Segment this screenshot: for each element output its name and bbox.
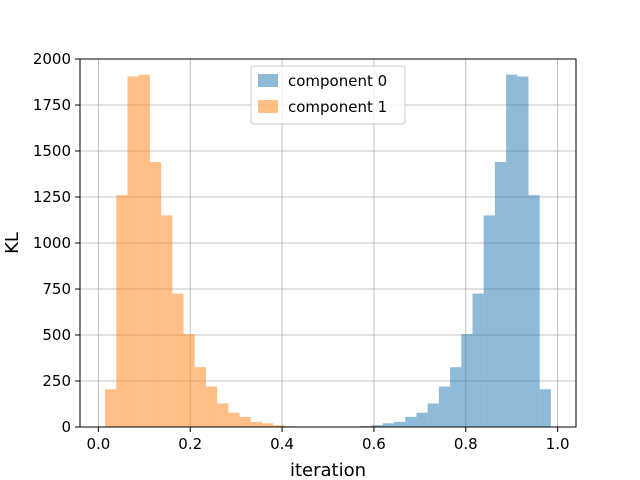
bar-component-0 xyxy=(394,421,406,427)
bar-component-0 xyxy=(427,403,439,427)
bar-component-1 xyxy=(228,412,240,427)
bar-component-0 xyxy=(461,334,473,427)
bar-component-0 xyxy=(416,412,428,427)
bar-component-1 xyxy=(127,76,139,427)
y-tick-label: 250 xyxy=(42,372,71,390)
legend-label-component-0: component 0 xyxy=(288,72,387,90)
bar-component-1 xyxy=(239,416,251,427)
y-tick-label: 1250 xyxy=(33,188,71,206)
bar-component-0 xyxy=(506,74,518,427)
y-tick-label: 500 xyxy=(42,326,71,344)
bar-component-0 xyxy=(539,389,551,427)
y-tick-label: 1750 xyxy=(33,96,71,114)
bar-component-0 xyxy=(472,293,484,427)
y-tick-label: 750 xyxy=(42,280,71,298)
axes: 0.0 0.2 0.4 0.6 0.8 1.0 0 250 500 750 1000 1250 1500… xyxy=(33,50,577,453)
bar-component-0 xyxy=(382,423,395,427)
legend-swatch-component-1 xyxy=(258,100,278,113)
bar-component-1 xyxy=(105,389,117,427)
bar-component-1 xyxy=(194,367,206,427)
bar-component-0 xyxy=(528,195,540,427)
legend-swatch-component-0 xyxy=(258,74,278,87)
bar-component-1 xyxy=(183,334,195,427)
histogram-bars xyxy=(105,74,551,428)
bar-component-1 xyxy=(273,425,285,427)
bar-component-0 xyxy=(494,162,507,428)
bar-component-0 xyxy=(371,425,383,427)
y-axis-title: KL xyxy=(2,232,23,254)
bar-component-1 xyxy=(217,403,229,427)
x-tick-label: 0.2 xyxy=(178,435,202,453)
bar-component-0 xyxy=(405,416,417,427)
bar-component-1 xyxy=(261,423,274,427)
y-tick-label: 1500 xyxy=(33,142,71,160)
y-tick-label: 0 xyxy=(61,418,71,436)
y-tick-label: 1000 xyxy=(33,234,71,252)
x-axis-title: iteration xyxy=(290,460,366,480)
bar-component-1 xyxy=(138,74,150,427)
x-tick-label: 0.8 xyxy=(454,435,478,453)
bar-component-1 xyxy=(161,215,173,427)
legend-box xyxy=(250,65,406,125)
bar-component-1 xyxy=(250,421,262,427)
bar-component-1 xyxy=(172,293,184,427)
x-tick-label: 0.0 xyxy=(86,435,110,453)
bar-component-0 xyxy=(450,367,462,427)
x-tick-label: 1.0 xyxy=(546,435,570,453)
x-tick-label: 0.6 xyxy=(362,435,386,453)
legend-label-component-1: component 1 xyxy=(288,98,387,116)
bar-component-0 xyxy=(517,76,529,427)
legend: component 0 component 1 xyxy=(250,65,406,125)
bar-component-0 xyxy=(483,215,495,427)
bar-component-1 xyxy=(205,386,218,427)
bar-component-1 xyxy=(149,162,162,428)
bar-component-0 xyxy=(438,386,451,427)
bar-component-1 xyxy=(116,195,128,427)
y-tick-label: 2000 xyxy=(33,50,71,68)
x-tick-label: 0.4 xyxy=(270,435,294,453)
